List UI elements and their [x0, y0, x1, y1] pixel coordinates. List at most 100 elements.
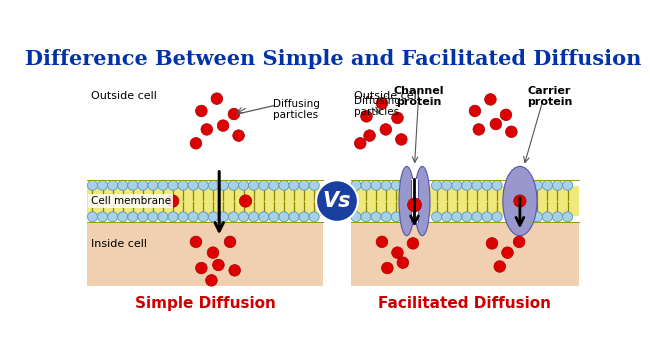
Circle shape [492, 180, 502, 190]
Text: Inside cell: Inside cell [90, 239, 146, 249]
Circle shape [361, 180, 371, 190]
Circle shape [514, 195, 526, 207]
Circle shape [213, 259, 224, 271]
Circle shape [229, 180, 239, 190]
Circle shape [502, 247, 514, 258]
Circle shape [462, 180, 472, 190]
Circle shape [473, 124, 485, 135]
Circle shape [472, 180, 482, 190]
Circle shape [98, 212, 108, 222]
Circle shape [552, 180, 562, 190]
Ellipse shape [516, 195, 524, 206]
Circle shape [211, 93, 223, 104]
Circle shape [229, 265, 240, 276]
Circle shape [209, 180, 218, 190]
Circle shape [239, 212, 249, 222]
Bar [88, 222, 323, 286]
Circle shape [408, 198, 421, 212]
Circle shape [392, 112, 403, 124]
Circle shape [407, 238, 419, 249]
Circle shape [351, 212, 361, 222]
Circle shape [88, 180, 97, 190]
Circle shape [188, 212, 198, 222]
Text: Diffusing
particles: Diffusing particles [274, 99, 320, 120]
Circle shape [269, 180, 279, 190]
Text: Diffusing
particles: Diffusing particles [354, 95, 401, 117]
Circle shape [482, 180, 492, 190]
Circle shape [316, 180, 358, 222]
Circle shape [217, 120, 229, 131]
Circle shape [354, 138, 366, 149]
Circle shape [205, 275, 217, 286]
Circle shape [494, 261, 506, 272]
Text: Outside cell: Outside cell [354, 91, 420, 101]
Circle shape [309, 212, 319, 222]
Bar [351, 186, 578, 216]
Circle shape [158, 212, 168, 222]
Circle shape [532, 180, 542, 190]
Circle shape [196, 105, 207, 117]
Circle shape [289, 212, 299, 222]
Circle shape [309, 180, 319, 190]
Circle shape [166, 195, 179, 207]
Circle shape [432, 180, 441, 190]
Text: Carrier
protein: Carrier protein [526, 86, 572, 107]
Circle shape [239, 195, 252, 207]
Circle shape [462, 212, 472, 222]
Circle shape [88, 212, 97, 222]
Circle shape [441, 180, 452, 190]
Circle shape [376, 98, 388, 109]
Circle shape [361, 111, 372, 122]
Text: Difference Between Simple and Facilitated Diffusion: Difference Between Simple and Facilitate… [25, 49, 642, 69]
Circle shape [382, 262, 393, 274]
Circle shape [198, 180, 209, 190]
Circle shape [452, 180, 461, 190]
Circle shape [249, 180, 259, 190]
Text: Simple Diffusion: Simple Diffusion [135, 296, 276, 311]
Circle shape [299, 180, 309, 190]
Bar [88, 77, 323, 180]
Circle shape [514, 236, 525, 248]
Circle shape [371, 180, 381, 190]
Circle shape [128, 180, 138, 190]
Circle shape [397, 257, 409, 269]
Circle shape [108, 180, 118, 190]
Circle shape [98, 180, 108, 190]
Bar [351, 77, 578, 180]
Circle shape [532, 212, 542, 222]
Circle shape [485, 94, 496, 105]
Circle shape [201, 124, 213, 135]
Circle shape [190, 138, 202, 149]
Circle shape [381, 212, 391, 222]
Circle shape [500, 109, 512, 121]
Circle shape [469, 105, 481, 117]
Circle shape [391, 212, 401, 222]
Circle shape [128, 212, 138, 222]
Circle shape [452, 212, 461, 222]
Bar [351, 222, 578, 286]
Circle shape [351, 180, 361, 190]
Bar [88, 186, 323, 216]
Circle shape [486, 238, 498, 249]
Circle shape [279, 180, 289, 190]
Ellipse shape [399, 166, 415, 236]
Circle shape [542, 212, 552, 222]
Circle shape [198, 212, 209, 222]
Circle shape [542, 180, 552, 190]
Circle shape [224, 236, 236, 248]
Circle shape [138, 180, 148, 190]
Circle shape [118, 180, 128, 190]
Circle shape [432, 212, 441, 222]
Bar [411, 179, 417, 223]
Circle shape [380, 124, 392, 135]
Circle shape [168, 180, 178, 190]
Circle shape [196, 262, 207, 274]
Circle shape [381, 180, 391, 190]
Circle shape [190, 236, 202, 248]
Circle shape [441, 212, 452, 222]
Circle shape [392, 247, 403, 258]
Circle shape [391, 180, 401, 190]
Text: Cell membrane: Cell membrane [90, 196, 170, 206]
Circle shape [249, 212, 259, 222]
Circle shape [148, 212, 158, 222]
